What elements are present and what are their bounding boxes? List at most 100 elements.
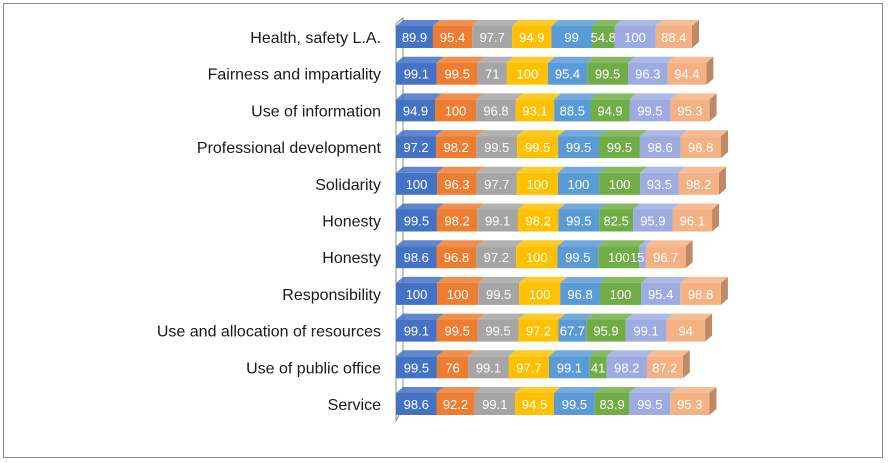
- bar-segment[interactable]: [432, 26, 473, 48]
- bar-segment[interactable]: [670, 393, 710, 415]
- bar-segment[interactable]: [590, 99, 630, 122]
- bar-segment[interactable]: [435, 136, 477, 159]
- bar-segment[interactable]: [625, 319, 667, 342]
- bar-segment[interactable]: [476, 172, 517, 195]
- bar-segment[interactable]: [476, 136, 518, 159]
- bar-segment[interactable]: [614, 26, 656, 48]
- bar-segment[interactable]: [515, 99, 555, 122]
- bar-segment[interactable]: [436, 246, 477, 269]
- bar-segment-top: [396, 350, 444, 357]
- value-label: 67.7: [560, 324, 585, 339]
- bar-segment[interactable]: [599, 172, 641, 195]
- bar-segment[interactable]: [476, 246, 517, 269]
- bar-segment[interactable]: [606, 356, 647, 379]
- bar-segment[interactable]: [477, 62, 507, 85]
- category-label: Honesty: [322, 250, 381, 267]
- bar-segment[interactable]: [598, 136, 640, 159]
- bar-segment[interactable]: [519, 282, 561, 305]
- value-label: 76: [445, 360, 459, 375]
- bar-segment[interactable]: [558, 136, 599, 159]
- bar-segment[interactable]: [629, 393, 671, 415]
- bar-segment[interactable]: [655, 26, 692, 48]
- bar-segment[interactable]: [437, 172, 477, 195]
- bar-segment[interactable]: [639, 136, 681, 159]
- bar-segment[interactable]: [476, 99, 516, 122]
- bar-segment[interactable]: [516, 246, 558, 269]
- bar-segment[interactable]: [639, 246, 646, 269]
- bar-segment[interactable]: [680, 136, 722, 159]
- bar-segment[interactable]: [396, 62, 437, 85]
- bar-segment-top: [396, 130, 443, 137]
- bar-segment[interactable]: [587, 62, 629, 85]
- bar-segment[interactable]: [396, 172, 438, 195]
- bar-segment[interactable]: [436, 62, 478, 85]
- bar-segment[interactable]: [554, 99, 591, 122]
- bar-segment[interactable]: [586, 319, 626, 342]
- bar-segment[interactable]: [436, 356, 469, 379]
- bar-segment[interactable]: [592, 26, 615, 48]
- bar-segment[interactable]: [517, 136, 559, 159]
- bar-segment[interactable]: [508, 356, 550, 379]
- bar-segment[interactable]: [667, 62, 707, 85]
- bar-segment[interactable]: [666, 319, 706, 342]
- bar-segment[interactable]: [516, 172, 558, 195]
- bar-segment[interactable]: [640, 172, 679, 195]
- bar-segment[interactable]: [678, 172, 719, 195]
- bar-segment[interactable]: [468, 356, 509, 379]
- bar-segment[interactable]: [598, 246, 640, 269]
- value-label: 97.2: [403, 140, 428, 155]
- bar-segment[interactable]: [396, 282, 438, 305]
- bar-segment[interactable]: [553, 393, 595, 415]
- bar-segment[interactable]: [436, 319, 478, 342]
- bar-segment[interactable]: [396, 246, 437, 269]
- bar-segment[interactable]: [551, 26, 593, 48]
- bar-segment[interactable]: [589, 356, 607, 379]
- bar-segment[interactable]: [506, 62, 548, 85]
- bar-segment[interactable]: [396, 393, 437, 415]
- bar-segment[interactable]: [517, 209, 559, 232]
- bar-segment[interactable]: [599, 282, 642, 305]
- bar-segment[interactable]: [477, 209, 518, 232]
- bar-segment[interactable]: [557, 246, 599, 269]
- bar-segment[interactable]: [670, 99, 710, 122]
- bar-segment[interactable]: [396, 209, 437, 232]
- bar-segment[interactable]: [436, 393, 475, 415]
- bar-end-face: [709, 93, 717, 122]
- bar-segment-top: [518, 313, 566, 320]
- bar-segment[interactable]: [558, 319, 587, 342]
- bar-segment[interactable]: [396, 356, 437, 379]
- bar-segment[interactable]: [645, 246, 686, 269]
- bar-segment[interactable]: [633, 209, 673, 232]
- bar-segment[interactable]: [518, 319, 559, 342]
- bar-segment[interactable]: [558, 209, 600, 232]
- value-label: 97.7: [484, 177, 509, 192]
- bar-segment[interactable]: [396, 26, 433, 48]
- bar-segment[interactable]: [474, 393, 516, 415]
- bar-end-face: [721, 130, 729, 159]
- bar-segment[interactable]: [646, 356, 683, 379]
- bar-segment[interactable]: [629, 99, 671, 122]
- category-label: Health, safety L.A.: [250, 30, 381, 47]
- bar-segment[interactable]: [515, 393, 554, 415]
- bar-segment[interactable]: [594, 393, 630, 415]
- bar-segment[interactable]: [549, 356, 590, 379]
- bar-segment[interactable]: [478, 282, 520, 305]
- bar-segment[interactable]: [560, 282, 600, 305]
- bar-segment[interactable]: [547, 62, 588, 85]
- bar-segment[interactable]: [396, 319, 437, 342]
- bar-segment[interactable]: [641, 282, 681, 305]
- bar-segment[interactable]: [396, 136, 436, 159]
- bar-segment[interactable]: [557, 172, 600, 195]
- bar-segment[interactable]: [435, 99, 477, 122]
- value-label: 99.1: [476, 360, 501, 375]
- bar-segment[interactable]: [680, 282, 721, 305]
- bar-segment[interactable]: [477, 319, 519, 342]
- bar-segment[interactable]: [472, 26, 513, 48]
- bar-segment[interactable]: [437, 282, 479, 305]
- bar-segment[interactable]: [396, 99, 436, 122]
- bar-segment[interactable]: [628, 62, 668, 85]
- bar-segment[interactable]: [512, 26, 552, 48]
- bar-segment[interactable]: [672, 209, 713, 232]
- bar-segment[interactable]: [599, 209, 634, 232]
- bar-segment[interactable]: [436, 209, 478, 232]
